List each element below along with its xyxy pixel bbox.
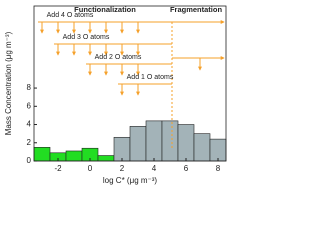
bar [113,136,131,162]
bar [65,150,83,162]
y-axis-label: Mass Concentration (μg m⁻³) [4,31,13,135]
y-tick-label: 8 [27,83,32,92]
chart: 0 2 4 6 8 -2 0 2 4 6 8 log C* (μg m⁻³) Mass Concentr… [4,5,227,185]
bar [177,124,195,162]
x-tick-label: 2 [120,164,125,173]
bar [193,133,211,162]
annotation: Add 1 O atoms [127,74,174,81]
y-tick-label: 2 [27,138,32,147]
plot-frame [33,5,227,162]
bar [145,120,163,162]
annotation: Add 2 O atoms [95,54,142,61]
annotation: Add 3 O atoms [63,34,110,41]
y-tick-label: 4 [27,120,32,129]
x-tick-label: 0 [88,164,93,173]
bar [161,120,179,162]
x-tick-label: 6 [184,164,189,173]
y-tick-label: 0 [27,156,32,165]
bar [97,155,115,162]
x-tick-label: 8 [216,164,221,173]
x-tick-label: 4 [152,164,157,173]
bar [209,138,227,162]
annotation: Add 4 O atoms [47,12,94,19]
annotation: Functionalization [74,5,136,14]
bar [33,147,51,162]
annotation: Fragmentation [170,5,223,14]
x-axis-label: log C* (μg m⁻³) [103,176,158,185]
x-tick-label: -2 [54,164,62,173]
bar [129,126,147,162]
y-tick-label: 6 [27,101,32,110]
